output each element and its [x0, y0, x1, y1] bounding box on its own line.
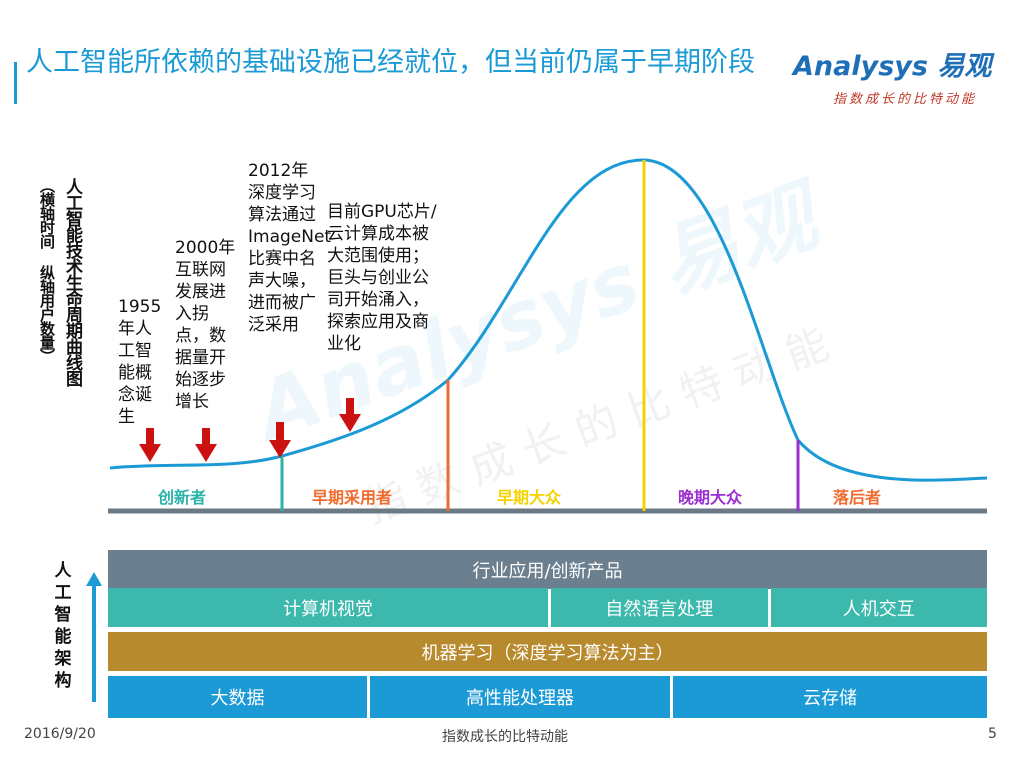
milestone-current: 目前GPU芯片/云计算成本被大范围使用；巨头与创业公司开始涌入，探索应用及商业化	[327, 202, 437, 354]
arch-cell-cloud-storage: 云存储	[673, 676, 987, 718]
milestone-2012: 2012年深度学习算法通过ImageNet比赛中名声大噪，进而被广泛采用	[248, 161, 332, 335]
page-number: 5	[988, 726, 997, 742]
lifecycle-curve	[109, 158, 988, 482]
up-arrow-icon	[86, 572, 102, 702]
architecture-label: 人工智能架构	[54, 561, 72, 691]
phase-early-majority: 早期大众	[497, 488, 562, 507]
arch-cell-computer-vision: 计算机视觉	[108, 588, 548, 627]
milestone-1955: 1955年人工智能概念诞生	[118, 297, 162, 427]
phase-innovators: 创新者	[158, 488, 207, 507]
lifecycle-curve-diagram	[108, 158, 988, 514]
brand-logo: Analysys 易观 指数成长的比特动能	[793, 44, 1003, 114]
arch-cell-big-data: 大数据	[108, 676, 367, 718]
arch-cell-industry-apps: 行业应用/创新产品	[108, 550, 987, 589]
logo-main-text: Analysys 易观	[793, 51, 992, 82]
footer-date: 2016/9/20	[24, 726, 96, 742]
arch-cell-machine-learning: 机器学习（深度学习算法为主）	[108, 632, 987, 671]
milestone-marker-2000	[195, 428, 217, 462]
arch-cell-processors: 高性能处理器	[370, 676, 670, 718]
curve-axis-sublabel: （横轴时间 纵轴用户数量）	[38, 178, 56, 363]
milestone-marker-now	[339, 398, 361, 432]
phase-early-adopters: 早期采用者	[312, 488, 393, 507]
milestone-2000: 2000年互联网发展进入拐点，数据量开始逐步增长	[175, 238, 236, 412]
logo-slogan: 指数成长的比特动能	[833, 92, 978, 107]
arch-row-infrastructure: 大数据 高性能处理器 云存储	[108, 676, 987, 718]
title-accent-bar	[14, 62, 17, 104]
page-title: 人工智能所依赖的基础设施已经就位，但当前仍属于早期阶段	[26, 47, 755, 78]
arch-row-applications: 行业应用/创新产品	[108, 550, 987, 589]
phase-laggards: 落后者	[833, 488, 882, 507]
arch-cell-hci: 人机交互	[770, 588, 987, 627]
arch-row-machine-learning: 机器学习（深度学习算法为主）	[108, 632, 987, 671]
arch-row-technologies: 计算机视觉 自然语言处理 人机交互	[108, 588, 987, 627]
milestone-marker-2012	[269, 422, 291, 458]
milestone-marker-1955	[139, 428, 161, 462]
footer-slogan: 指数成长的比特动能	[442, 729, 568, 745]
curve-axis-label: 人工智能技术生命周期曲线图	[62, 178, 82, 386]
phase-late-majority: 晚期大众	[678, 488, 743, 507]
arch-cell-nlp: 自然语言处理	[551, 588, 768, 627]
